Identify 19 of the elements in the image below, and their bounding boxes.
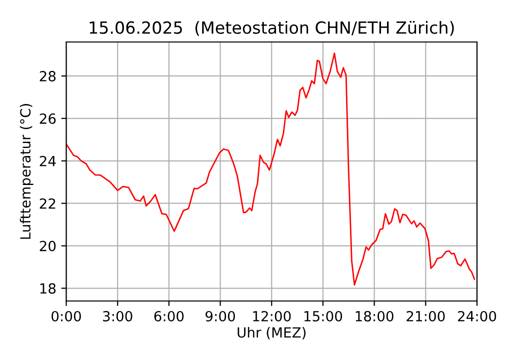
x-tick-label: 6:00 [154, 310, 184, 322]
line-series [66, 52, 476, 286]
y-tick-label: 20 [40, 240, 56, 252]
x-tick-label: 3:00 [103, 310, 132, 322]
x-tick-label: 12:00 [253, 310, 291, 322]
x-axis-title: Uhr (MEZ) [238, 326, 306, 340]
y-axis-title: Lufttemperatur (°C) [20, 104, 34, 239]
y-tick-label: 22 [40, 198, 56, 209]
y-tick-label: 24 [40, 156, 56, 166]
x-tick-label: 9:00 [206, 310, 235, 322]
y-tick-label: 28 [40, 70, 56, 82]
chart-title: 15.06.2025 (Meteostation CHN/ETH Zürich) [90, 21, 454, 36]
x-tick-label: 15:00 [304, 310, 342, 322]
y-tick-label: 18 [40, 283, 56, 294]
y-tick-label: 26 [40, 113, 56, 124]
x-tick-label: 18:00 [356, 310, 394, 322]
x-tick-label: 0:00 [52, 310, 81, 322]
x-tick-label: 24:00 [458, 310, 496, 322]
x-tick-label: 21:00 [406, 310, 445, 322]
